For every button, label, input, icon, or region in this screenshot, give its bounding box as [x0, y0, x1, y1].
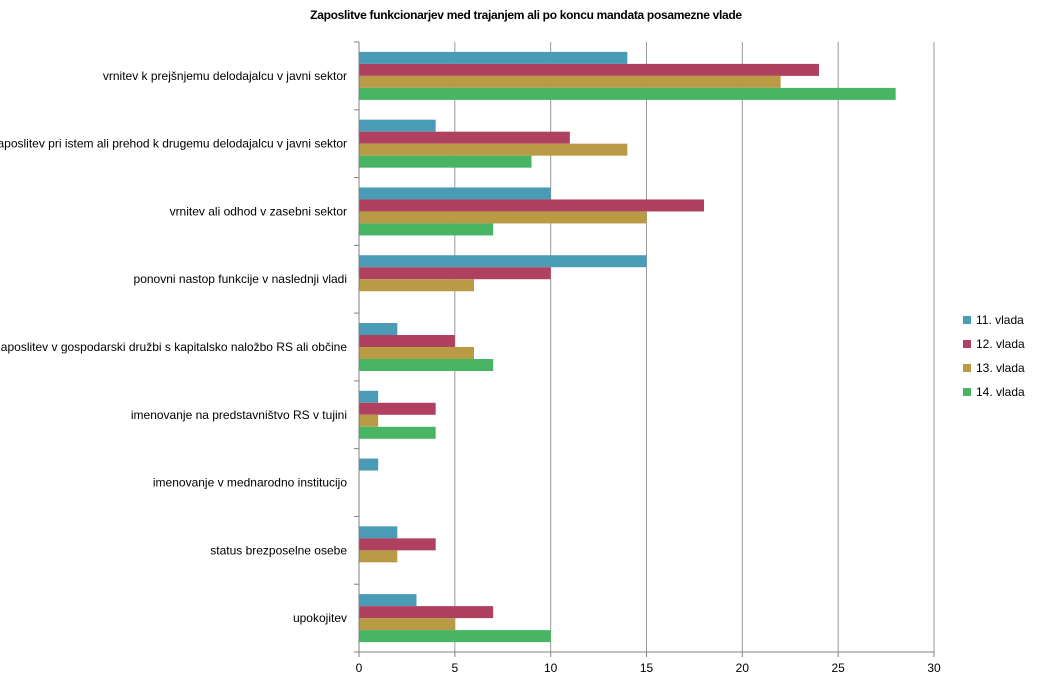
bar: [359, 526, 398, 539]
category-label: vrnitev ali odhod v zasebni sektor: [170, 204, 347, 218]
bar: [359, 618, 455, 631]
bar: [359, 187, 551, 200]
category-labels: vrnitev k prejšnjemu delodajalcu v javni…: [0, 69, 347, 625]
legend-label: 12. vlada: [976, 337, 1025, 351]
bar: [359, 131, 570, 144]
x-tick-label: 5: [451, 661, 458, 675]
bar: [359, 594, 417, 607]
bar: [359, 323, 398, 335]
chart-title: Zaposlitve funkcionarjev med trajanjem a…: [310, 8, 742, 22]
bar: [359, 606, 494, 619]
legend-swatch: [963, 388, 971, 396]
x-tick-label: 10: [544, 661, 558, 675]
bar: [359, 335, 455, 347]
bar: [359, 630, 551, 643]
bar: [359, 267, 551, 280]
bar: [359, 199, 704, 212]
bar: [359, 426, 436, 439]
bar: [359, 458, 379, 471]
legend-label: 14. vlada: [976, 385, 1025, 399]
bar: [359, 155, 532, 168]
bars: [359, 51, 896, 643]
x-tick-label: 15: [640, 661, 654, 675]
category-label: zaposlitev pri istem ali prehod k drugem…: [0, 137, 347, 151]
bar: [359, 402, 436, 415]
x-tick-label: 20: [736, 661, 750, 675]
x-tick-label: 30: [927, 661, 941, 675]
category-label: imenovanje na predstavništvo RS v tujini: [131, 408, 347, 422]
bar: [359, 414, 379, 427]
legend-label: 11. vlada: [976, 313, 1024, 327]
category-label: ponovni nastop funkcije v naslednji vlad…: [134, 272, 347, 286]
x-axis-ticks: 0 5 10 15 20 25 30: [356, 652, 941, 675]
legend-swatch: [963, 316, 971, 324]
bar: [359, 550, 398, 563]
bar: [359, 75, 781, 88]
bar: [359, 87, 896, 100]
legend-swatch: [963, 364, 971, 372]
x-tick-label: 25: [831, 661, 845, 675]
category-label: vrnitev k prejšnjemu delodajalcu v javni…: [103, 69, 347, 83]
bar: [359, 279, 474, 292]
bar: [359, 347, 474, 359]
bar: [359, 51, 628, 64]
category-label: status brezposelne osebe: [210, 543, 347, 557]
bar: [359, 119, 436, 132]
bar: [359, 359, 494, 371]
category-label: upokojitev: [293, 611, 347, 625]
bar: [359, 63, 819, 76]
bar: [359, 538, 436, 551]
category-label: zaposlitev v gospodarski družbi s kapita…: [0, 340, 347, 354]
legend-label: 13. vlada: [976, 361, 1025, 375]
x-tick-label: 0: [356, 661, 363, 675]
bar: [359, 143, 628, 156]
category-label: imenovanje v mednarodno institucijo: [153, 476, 347, 490]
legend-swatch: [963, 340, 971, 348]
bar: [359, 390, 379, 403]
bar: [359, 223, 494, 236]
legend: 11. vlada 12. vlada 13. vlada 14. vlada: [963, 313, 1025, 399]
bar: [359, 211, 647, 224]
bar: [359, 255, 647, 268]
